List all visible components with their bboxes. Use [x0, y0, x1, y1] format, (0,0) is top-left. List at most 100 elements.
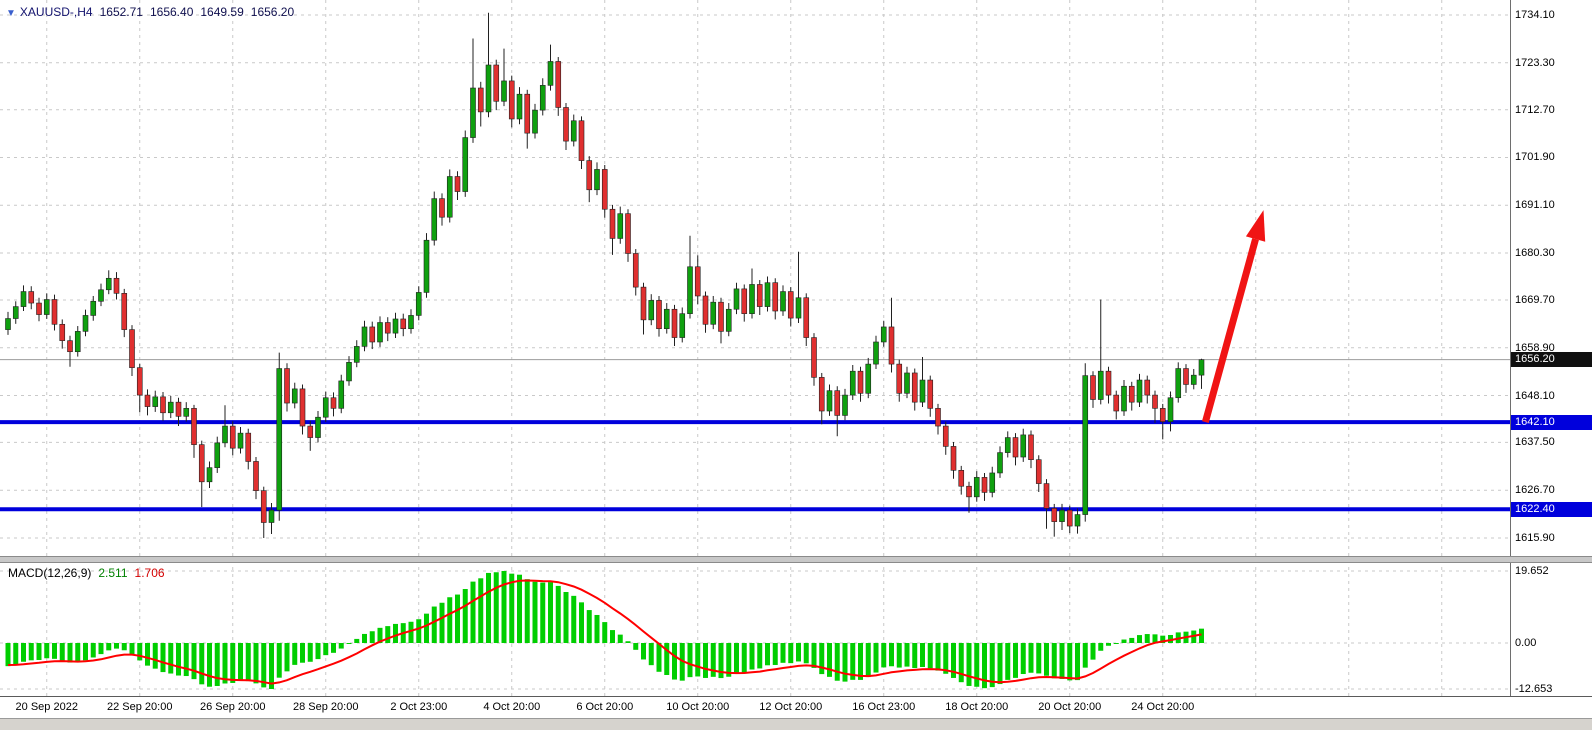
macd-histogram-bar	[416, 619, 422, 643]
bull-candle-body	[865, 363, 872, 394]
macd-histogram-bar	[75, 643, 81, 663]
macd-histogram-bar	[447, 597, 453, 643]
price-tick-label: 1680.30	[1515, 247, 1555, 260]
macd-histogram-bar	[889, 643, 894, 667]
bull-candle-body	[795, 297, 802, 319]
macd-histogram-bar	[943, 643, 949, 674]
bear-candle-body	[439, 198, 445, 218]
macd-histogram-bar	[989, 643, 995, 688]
macd-histogram-bar	[439, 602, 445, 643]
bull-candle-body	[183, 408, 190, 417]
macd-histogram-bar	[28, 643, 34, 661]
price-tick-label: 1734.10	[1515, 9, 1555, 21]
bull-candle-body	[570, 120, 577, 142]
bear-candle-body	[966, 485, 972, 498]
time-tick-label: 22 Sep 20:00	[107, 701, 173, 713]
time-tick-label: 16 Oct 23:00	[852, 701, 916, 713]
macd-histogram-bar	[966, 643, 972, 686]
bull-candle-body	[989, 472, 996, 493]
symbol-dropdown-icon[interactable]: ▼	[6, 8, 16, 19]
macd-histogram-bar	[431, 606, 437, 643]
macd-histogram-bar	[160, 643, 166, 673]
bear-candle-body	[787, 291, 794, 319]
macd-histogram-bar	[865, 643, 871, 678]
bull-candle-body	[98, 289, 104, 302]
macd-histogram-bar	[176, 643, 181, 676]
macd-histogram-bar	[1067, 643, 1073, 681]
time-tick-label: 10 Oct 20:00	[666, 701, 730, 713]
bull-candle-body	[904, 372, 910, 394]
bull-candle-body	[1004, 437, 1011, 453]
price-axis[interactable]: 1734.10 1723.30 1712.70 1701.90 1691.10 1680.…	[1510, 0, 1592, 696]
macd-histogram-bar	[586, 610, 592, 643]
pane-divider[interactable]	[0, 556, 1592, 563]
macd-histogram-bar	[1137, 635, 1142, 643]
bull-candle-body	[167, 401, 174, 414]
macd-histogram-bar	[137, 643, 143, 661]
bull-candle-body	[873, 341, 879, 365]
bull-candle-body	[237, 432, 244, 449]
bear-candle-body	[834, 390, 841, 416]
price-tick-label: 1648.10	[1515, 389, 1555, 402]
bear-candle-body	[67, 340, 73, 353]
bear-candle-body	[671, 308, 678, 338]
bull-candle-body	[206, 467, 213, 483]
bull-candle-body	[539, 85, 546, 111]
time-axis[interactable]: 20 Sep 2022 22 Sep 20:00 26 Sep 20:00 28 Se…	[0, 696, 1592, 718]
trend-arrow-shaft[interactable]	[1201, 238, 1259, 423]
macd-histogram-bar	[858, 643, 863, 680]
bull-candle-body	[276, 368, 283, 511]
bear-candle-body	[384, 322, 391, 334]
bull-candle-body	[415, 292, 422, 316]
price-tick-label: 1691.10	[1515, 199, 1555, 212]
bear-candle-body	[718, 301, 724, 332]
bull-candle-body	[780, 291, 786, 312]
macd-histogram-bar	[284, 643, 290, 672]
macd-histogram-bar	[509, 573, 515, 643]
bull-candle-body	[501, 80, 507, 102]
macd-histogram-bar	[152, 643, 158, 669]
macd-main-value: 2.511	[98, 566, 128, 580]
bear-candle-body	[454, 176, 461, 192]
macd-histogram-bar	[920, 643, 925, 668]
macd-histogram-bar	[114, 643, 119, 649]
bear-candle-body	[1159, 408, 1166, 422]
macd-histogram-bar	[974, 643, 980, 687]
bull-candle-body	[842, 394, 848, 416]
macd-histogram-bar	[625, 641, 631, 643]
macd-histogram-bar	[1113, 643, 1119, 644]
bear-candle-body	[1144, 379, 1151, 396]
macd-histogram-bar	[214, 643, 220, 686]
trend-arrow-head[interactable]	[1245, 210, 1266, 242]
bear-candle-body	[524, 93, 531, 134]
bear-candle-body	[198, 444, 205, 483]
time-tick-label: 26 Sep 20:00	[200, 701, 266, 713]
macd-histogram-bar	[1044, 643, 1049, 676]
macd-histogram-bar	[67, 643, 73, 663]
macd-histogram-bar	[486, 572, 491, 643]
macd-histogram-bar	[796, 643, 801, 662]
time-tick-label: 24 Oct 20:00	[1131, 701, 1195, 713]
macd-histogram-bar	[470, 581, 476, 643]
bull-candle-body	[1020, 434, 1027, 458]
macd-histogram-bar	[540, 582, 546, 643]
bear-candle-body	[896, 363, 903, 394]
macd-histogram-bar	[687, 643, 693, 678]
bull-candle-body	[1097, 370, 1104, 400]
macd-histogram-bar	[21, 643, 26, 662]
macd-histogram-bar	[803, 643, 809, 664]
bull-candle-body	[74, 331, 81, 353]
price-tick-label: 1637.50	[1515, 436, 1555, 449]
macd-histogram-bar	[571, 595, 577, 643]
bear-candle-body	[756, 284, 763, 307]
macd-histogram-bar	[1082, 643, 1088, 668]
bear-candle-body	[927, 379, 934, 409]
bull-candle-body	[346, 362, 352, 382]
macd-histogram-bar	[958, 643, 964, 683]
support-level-tag: 1622.40	[1511, 501, 1592, 517]
ohlc-low-value: 1649.59	[200, 5, 244, 19]
bull-candle-body	[710, 301, 717, 325]
macd-indicator-label: MACD(12,26,9) 2.511 1.706	[8, 566, 165, 580]
